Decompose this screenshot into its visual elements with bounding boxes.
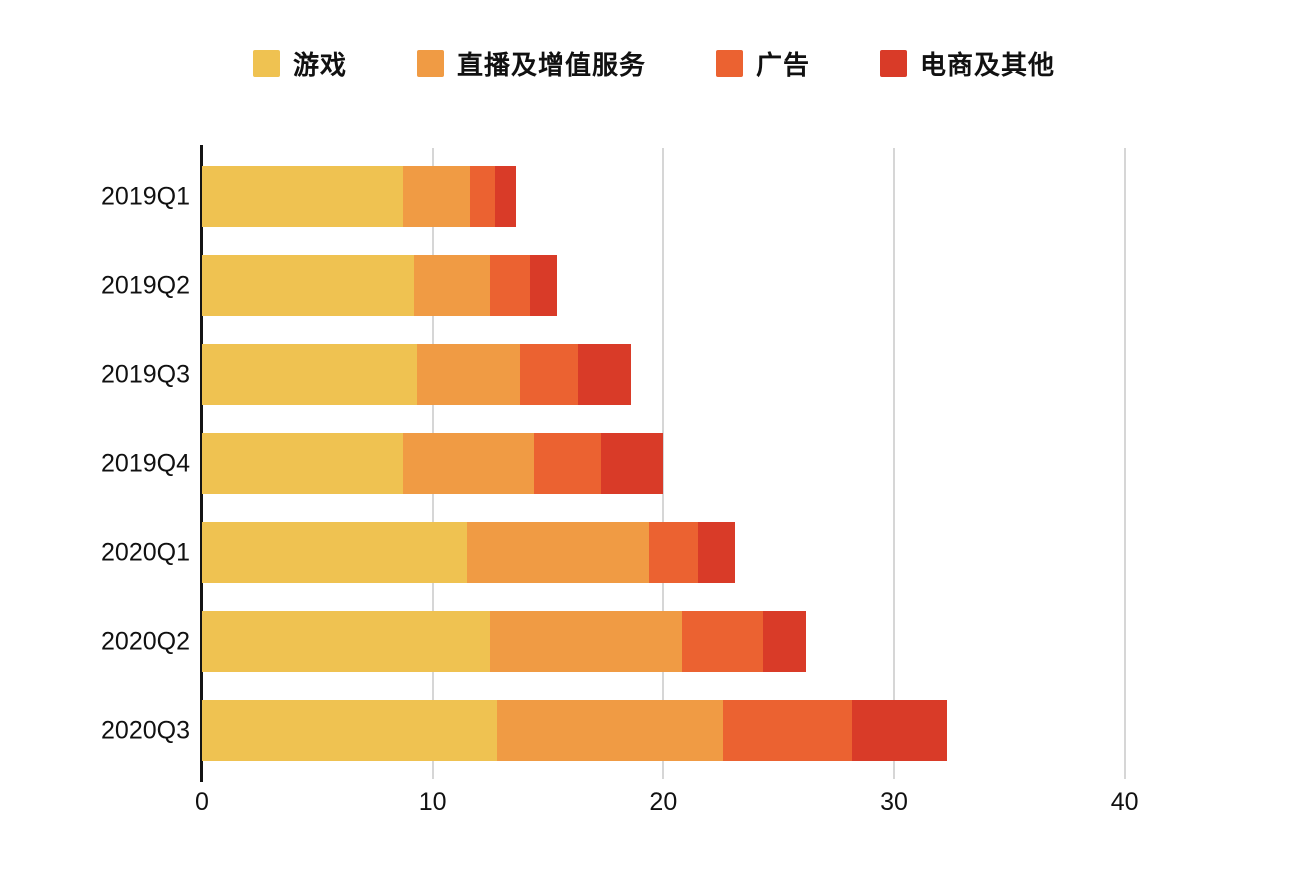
bar-segment-2019Q4-直播及增值服务[interactable] — [402, 433, 535, 494]
bar-segment-2020Q2-电商及其他[interactable] — [762, 611, 807, 672]
bar-segment-2019Q1-广告[interactable] — [469, 166, 495, 227]
bar-segment-2020Q1-游戏[interactable] — [202, 522, 468, 583]
legend-swatch-icon — [716, 50, 743, 77]
plot-area — [202, 148, 1240, 779]
bar-segment-2019Q3-电商及其他[interactable] — [577, 344, 632, 405]
category-label-2020Q2: 2020Q2 — [101, 627, 190, 655]
bar-segment-2019Q1-直播及增值服务[interactable] — [402, 166, 470, 227]
x-tick-label-10: 10 — [418, 788, 447, 816]
bar-row-2019Q4 — [202, 433, 1240, 494]
bar-segment-2020Q2-游戏[interactable] — [202, 611, 491, 672]
bar-segment-2020Q1-广告[interactable] — [649, 522, 698, 583]
legend-label: 游戏 — [292, 50, 347, 80]
bar-segment-2020Q2-直播及增值服务[interactable] — [490, 611, 682, 672]
bar-segment-2020Q1-直播及增值服务[interactable] — [467, 522, 650, 583]
bar-segment-2019Q3-游戏[interactable] — [202, 344, 417, 405]
bar-segment-2020Q3-直播及增值服务[interactable] — [497, 700, 724, 761]
bar-segment-2020Q1-电商及其他[interactable] — [697, 522, 735, 583]
bar-segment-2019Q1-游戏[interactable] — [202, 166, 403, 227]
x-tick-label-20: 20 — [649, 788, 678, 816]
bar-segment-2019Q4-电商及其他[interactable] — [601, 433, 664, 494]
bar-segment-2019Q2-电商及其他[interactable] — [529, 255, 558, 316]
bar-segment-2019Q2-广告[interactable] — [490, 255, 530, 316]
bar-segment-2019Q4-游戏[interactable] — [202, 433, 403, 494]
bar-row-2020Q2 — [202, 611, 1240, 672]
bar-segment-2019Q3-广告[interactable] — [520, 344, 578, 405]
bar-row-2020Q1 — [202, 522, 1240, 583]
bar-row-2019Q3 — [202, 344, 1240, 405]
legend-item-2[interactable]: 广告 — [716, 45, 810, 82]
x-tick-label-40: 40 — [1110, 788, 1139, 816]
legend-swatch-icon — [416, 50, 444, 77]
category-label-2019Q3: 2019Q3 — [101, 360, 190, 388]
bar-segment-2019Q1-电商及其他[interactable] — [494, 166, 516, 227]
chart-legend: 游戏 直播及增值服务 广告 电商及其他 — [0, 45, 1308, 82]
bar-segment-2019Q2-游戏[interactable] — [202, 255, 415, 316]
gridline-x-20 — [662, 148, 665, 779]
category-label-2019Q1: 2019Q1 — [101, 182, 190, 210]
legend-label: 直播及增值服务 — [456, 50, 646, 80]
bar-segment-2019Q3-直播及增值服务[interactable] — [416, 344, 521, 405]
bar-segment-2020Q3-电商及其他[interactable] — [852, 700, 948, 761]
legend-label: 广告 — [756, 50, 811, 80]
gridline-x-40 — [1123, 148, 1126, 779]
category-label-2019Q2: 2019Q2 — [101, 271, 190, 299]
bar-segment-2019Q2-直播及增值服务[interactable] — [414, 255, 491, 316]
y-axis-line — [200, 145, 203, 782]
category-label-2020Q3: 2020Q3 — [101, 716, 190, 744]
legend-item-3[interactable]: 电商及其他 — [880, 45, 1055, 82]
gridline-x-30 — [893, 148, 895, 779]
bar-segment-2020Q3-游戏[interactable] — [202, 700, 498, 761]
bar-segment-2020Q3-广告[interactable] — [723, 700, 853, 761]
bar-segment-2020Q2-广告[interactable] — [681, 611, 763, 672]
category-label-2020Q1: 2020Q1 — [101, 538, 190, 566]
legend-label: 电商及其他 — [920, 50, 1056, 80]
category-label-2019Q4: 2019Q4 — [101, 449, 190, 477]
x-tick-label-0: 0 — [195, 788, 209, 816]
bar-row-2019Q2 — [202, 255, 1240, 316]
x-tick-label-30: 30 — [880, 788, 908, 816]
bar-row-2020Q3 — [202, 700, 1240, 761]
legend-item-0[interactable]: 游戏 — [252, 45, 347, 82]
legend-swatch-icon — [880, 50, 908, 77]
legend-item-1[interactable]: 直播及增值服务 — [416, 45, 646, 82]
bar-segment-2019Q4-广告[interactable] — [534, 433, 602, 494]
legend-swatch-icon — [252, 50, 280, 77]
bar-row-2019Q1 — [202, 166, 1240, 227]
